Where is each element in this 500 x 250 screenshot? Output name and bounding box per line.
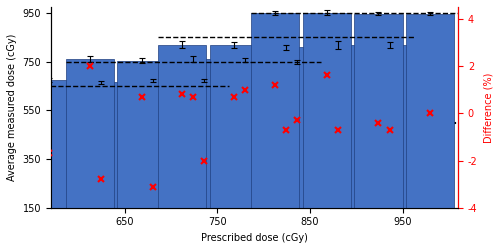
Bar [366,45,414,244]
Bar [302,12,350,244]
Bar [221,60,269,244]
Bar [158,45,206,244]
Bar [77,82,125,244]
Bar [25,80,73,244]
Bar [354,14,403,244]
Bar [210,45,258,244]
Bar [262,47,310,244]
Bar [118,60,166,244]
Y-axis label: Difference (%): Difference (%) [483,72,493,142]
Bar [458,13,500,244]
Bar [180,80,228,244]
Y-axis label: Average measured dose (cGy): Average measured dose (cGy) [7,34,17,181]
Bar [170,59,218,244]
Bar [273,62,321,244]
Bar [66,59,114,244]
X-axis label: Prescribed dose (cGy): Prescribed dose (cGy) [201,233,308,243]
Bar [406,14,454,244]
Bar [128,81,176,244]
Bar [250,13,299,244]
Bar [314,45,362,244]
Bar [0,79,21,244]
